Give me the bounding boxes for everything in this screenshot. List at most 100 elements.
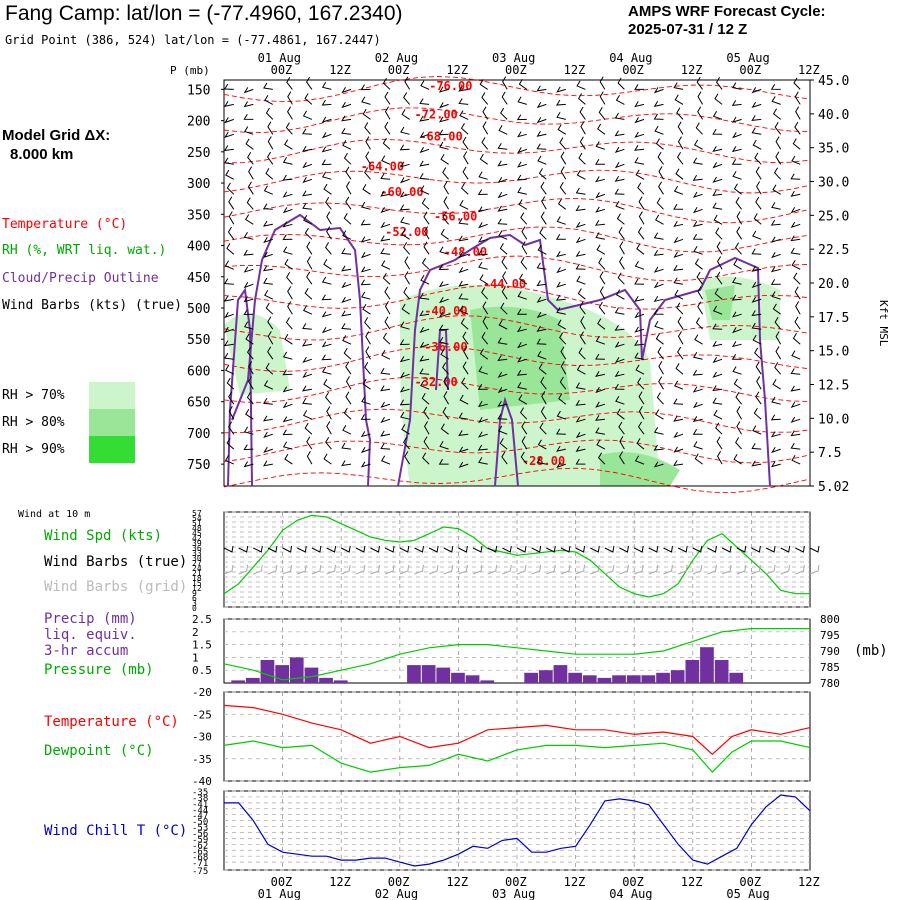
wind-barb (696, 271, 703, 285)
wind-barb (656, 197, 664, 210)
wind-barb (673, 237, 684, 244)
wind-barb (559, 332, 567, 345)
wind-barb (736, 211, 743, 225)
wind-barb (360, 219, 371, 226)
top-time-tick: 12Z (446, 63, 468, 77)
wind-barb (228, 421, 235, 435)
wind-barb (399, 144, 410, 151)
wind-barb (458, 430, 469, 437)
wind-barb (673, 431, 684, 439)
wind10-barb (297, 545, 307, 553)
kft-tick-label: 12.5 (818, 379, 849, 394)
wind-barb (772, 184, 781, 195)
wind-barb (245, 214, 254, 225)
temperature-contour (223, 255, 811, 282)
wind-barb (599, 286, 606, 300)
wind-barb (341, 442, 352, 450)
wind-barb (243, 231, 254, 240)
wind-barb (653, 232, 664, 240)
windchill-tick-label: -59 (192, 835, 208, 845)
wind-barb (263, 277, 273, 285)
wind-barb (422, 452, 430, 465)
wind-barb (438, 264, 449, 271)
wind-barb (226, 377, 235, 390)
wind-barb (361, 201, 371, 210)
wind-barb (614, 383, 625, 390)
wind-barb (575, 431, 586, 439)
wind-barb (302, 145, 313, 152)
wind-barb (555, 99, 566, 106)
wind-barb (575, 221, 586, 228)
wind-barb (243, 101, 254, 108)
kft-tick-label: 30.0 (818, 176, 849, 191)
wind-spd-tick-label: 36 (192, 544, 202, 553)
wind-barb (478, 431, 488, 438)
pressure-tick-label: 795 (820, 629, 840, 642)
wind-barb (345, 361, 352, 375)
wind-barb (774, 316, 782, 330)
wind-barb (790, 207, 801, 214)
kft-tick-label: 7.5 (818, 446, 841, 461)
wind-barb (614, 341, 625, 348)
wind-barb (694, 334, 703, 345)
temperature-contour-label: -64.00 (361, 160, 404, 174)
wind-barb (341, 115, 352, 122)
wind-barb (635, 364, 645, 375)
wind10-barb (648, 545, 659, 553)
wind-barb (243, 114, 254, 120)
wind-barb (345, 196, 352, 210)
wind-barb (243, 266, 254, 273)
wind-barb (287, 286, 293, 300)
precip-bar (685, 660, 700, 683)
wind-barb (656, 392, 664, 405)
wind-barb (286, 272, 293, 285)
wind10-grid-barb (604, 564, 615, 575)
wind-barb (321, 146, 332, 153)
wind-barb (243, 426, 254, 435)
wind-barb (772, 303, 781, 315)
wind-barb (790, 442, 801, 450)
wind-barb (245, 408, 254, 420)
wind-barb (282, 351, 293, 360)
wind-barb (596, 244, 606, 255)
bottom-time-tick: 00Z (271, 875, 293, 889)
wind-barb (673, 446, 684, 453)
wind-barb (248, 361, 254, 375)
wind-barb (420, 185, 430, 195)
windchill-tick-label: -44 (192, 806, 208, 816)
wind-barb (579, 136, 586, 150)
page-title: Fang Camp: lat/lon = (-77.4960, 167.2340… (5, 2, 403, 25)
temperature-contour (223, 285, 811, 310)
p-tick-label: 550 (187, 333, 210, 348)
wind-barb (616, 408, 625, 420)
wind-barb (735, 391, 742, 405)
wind-barb (401, 229, 410, 240)
temp-tick-label: -30 (192, 731, 212, 744)
wind-barb (442, 406, 449, 420)
wind-barb (497, 192, 508, 199)
wind-barb (381, 350, 391, 360)
wind-barb (595, 353, 605, 360)
wind-barb (321, 132, 332, 139)
wind-barb (380, 190, 391, 197)
wind-barb (692, 416, 703, 423)
precip-bar (407, 665, 421, 683)
wind-barb (597, 318, 606, 330)
wind-barb (790, 401, 801, 409)
wind-barb (382, 332, 391, 345)
wind-barb (460, 123, 469, 135)
wind-barb (458, 235, 469, 242)
temperature-line (223, 704, 811, 756)
wind-barb (302, 356, 313, 364)
wind-barb (306, 451, 313, 465)
wind-barb (477, 383, 488, 390)
wind-barb (360, 266, 371, 273)
p-tick-label: 300 (187, 177, 210, 192)
wind-barb (516, 174, 527, 181)
kft-axis-label: Kft MSL (877, 300, 890, 347)
wind10-grid-barb (678, 564, 688, 575)
wind-spd-tick-label: 54 (192, 514, 202, 523)
wind-barb (302, 323, 312, 330)
wind-barb (517, 291, 527, 300)
wind-barb (458, 266, 469, 274)
